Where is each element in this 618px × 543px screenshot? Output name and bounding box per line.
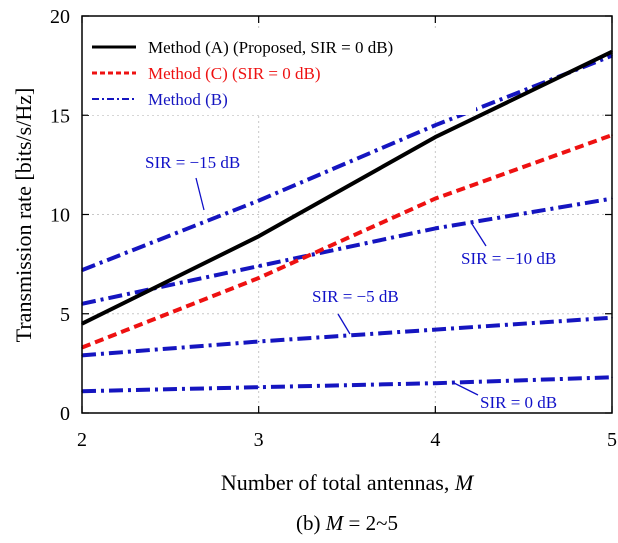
series-line-5	[81, 375, 613, 394]
y-axis-label: Transmission rate [bits/s/Hz]	[11, 88, 36, 343]
annotation-sir-minus15: SIR = −15 dB	[145, 153, 240, 172]
data-point	[434, 382, 437, 385]
annotations: SIR = −15 dB SIR = −10 dB SIR = −5 dB SI…	[145, 153, 557, 412]
legend-label: Method (C) (SIR = 0 dB)	[148, 64, 321, 83]
data-point	[434, 197, 437, 200]
x-axis-label-var: M	[454, 470, 475, 495]
legend-background	[88, 31, 476, 115]
annotation-pointer-sir-0	[453, 382, 479, 396]
y-tick-label: 5	[60, 304, 70, 326]
tick-labels: 0 5 10 15 20 2 3 4 5	[50, 6, 617, 451]
x-tick-label: 5	[607, 429, 617, 451]
y-tick-label: 20	[50, 6, 70, 28]
legend-label: Method (B)	[148, 90, 228, 109]
series-group	[81, 49, 613, 394]
x-tick-label: 2	[77, 429, 87, 451]
data-point	[434, 227, 437, 230]
series-line-2	[81, 53, 613, 272]
caption-var: M	[325, 511, 345, 535]
caption-prefix: (b)	[296, 511, 326, 535]
data-point	[257, 340, 260, 343]
series-line-0	[81, 49, 613, 326]
y-tick-label: 0	[60, 403, 70, 425]
legend-label: Method (A) (Proposed, SIR = 0 dB)	[148, 38, 393, 57]
series-line-1	[81, 133, 613, 350]
data-point	[434, 124, 437, 126]
annotation-pointer-sir-minus15	[195, 177, 205, 211]
x-tick-label: 4	[430, 429, 440, 451]
data-point	[434, 328, 437, 331]
annotation-pointer-sir-minus10	[471, 223, 487, 247]
series-line-3	[81, 196, 613, 306]
series-line-4	[81, 315, 613, 358]
data-point	[257, 265, 260, 267]
x-tick-label: 3	[254, 429, 264, 451]
figure-caption: (b) M = 2~5	[296, 511, 398, 535]
y-tick-label: 10	[50, 205, 70, 227]
data-point	[257, 235, 260, 238]
annotation-sir-0: SIR = 0 dB	[480, 393, 557, 412]
annotation-pointer-sir-minus5	[337, 313, 351, 335]
data-point	[257, 277, 260, 279]
legend: Method (A) (Proposed, SIR = 0 dB) Method …	[88, 31, 476, 115]
data-point	[434, 136, 437, 138]
data-point	[257, 199, 260, 202]
annotation-sir-minus10: SIR = −10 dB	[461, 249, 556, 268]
annotation-sir-minus5: SIR = −5 dB	[312, 287, 399, 306]
data-point	[257, 386, 260, 388]
x-axis-label-text: Number of total antennas,	[221, 470, 455, 495]
x-axis-label: Number of total antennas, M	[221, 470, 475, 495]
y-tick-label: 15	[50, 105, 70, 127]
caption-suffix: = 2~5	[343, 511, 398, 535]
